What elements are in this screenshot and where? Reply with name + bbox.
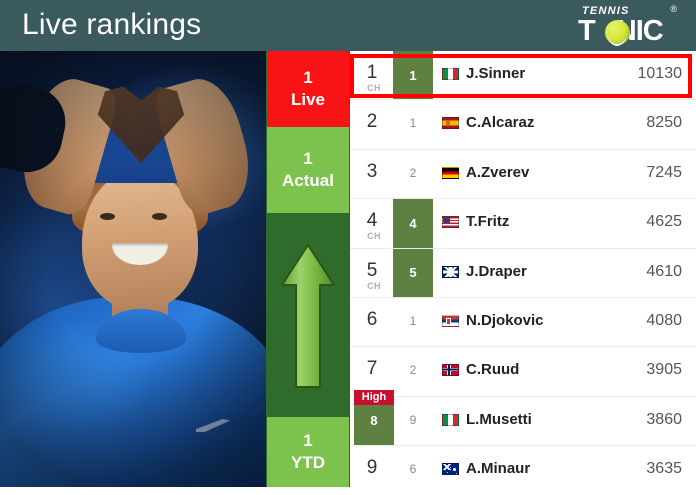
player-name: C.Alcaraz xyxy=(466,114,535,132)
table-row[interactable]: 8 High 9 L.Musetti 3860 xyxy=(350,389,696,447)
rank-box: 8 xyxy=(354,396,394,446)
table-row[interactable]: 6 1 N.Djokovic 4080 xyxy=(350,298,696,348)
player-name: N.Djokovic xyxy=(466,311,544,329)
table-row[interactable]: 7 2 C.Ruud 3905 xyxy=(350,347,696,397)
photo-eye-right xyxy=(152,213,167,220)
up-arrow-icon xyxy=(281,244,335,388)
rank-value: 9 xyxy=(366,457,378,479)
table-row[interactable]: 3 2 A.Zverev 7245 xyxy=(350,150,696,200)
change-value: 2 xyxy=(409,165,417,180)
player-points: 4080 xyxy=(646,311,682,329)
rank-value: 7 xyxy=(366,358,378,380)
trend-indicator xyxy=(266,213,350,417)
change-value: 1 xyxy=(409,116,417,131)
photo-smile xyxy=(112,243,168,265)
status-live-value: 1 xyxy=(303,68,313,88)
tennis-ball-icon xyxy=(605,20,630,46)
flag-italy-icon xyxy=(442,68,459,80)
player-points: 3635 xyxy=(646,460,682,478)
player-points: 4610 xyxy=(646,262,682,280)
rank-value: 3 xyxy=(366,160,378,182)
table-row[interactable]: 9 6 A.Minaur 3635 xyxy=(350,446,696,494)
player-points: 4625 xyxy=(646,213,682,231)
player-points: 3905 xyxy=(646,361,682,379)
player-points: 7245 xyxy=(646,163,682,181)
player-name: J.Draper xyxy=(466,262,527,280)
player-name: T.Fritz xyxy=(466,213,510,231)
flag-germany-icon xyxy=(442,166,459,179)
flag-great-britain-icon xyxy=(442,265,459,278)
page-title: Live rankings xyxy=(22,8,202,41)
page-header: Live rankings TENNIS ® TONIC xyxy=(0,0,696,51)
logo-tennis-text: TENNIS xyxy=(582,5,630,17)
career-high-label: CH xyxy=(367,280,381,291)
registered-trademark-icon: ® xyxy=(670,4,677,14)
flag-usa-icon xyxy=(442,216,459,229)
career-high-label: CH xyxy=(367,83,381,93)
change-value: 9 xyxy=(409,412,417,427)
table-row[interactable]: 2 1 C.Alcaraz 8250 xyxy=(350,100,696,150)
status-actual-label: Actual xyxy=(282,171,334,190)
status-ytd-label: YTD xyxy=(291,453,325,472)
rank-value: 6 xyxy=(366,308,378,330)
rankings-table: 1 CH 1 J.Sinner 10130 2 1 C.Alcaraz 8250 3 2 A.Zver… xyxy=(350,51,696,487)
photo-collar xyxy=(96,309,186,353)
career-high-label: CH xyxy=(367,231,381,242)
photo-face xyxy=(82,169,198,309)
table-row[interactable]: 5 CH 5 J.Draper 4610 xyxy=(350,248,696,298)
player-name: L.Musetti xyxy=(466,410,532,428)
status-actual-box[interactable]: 1 Actual xyxy=(267,127,349,213)
player-photo xyxy=(0,51,266,487)
rank-value: 4 xyxy=(366,210,378,232)
flag-australia-icon xyxy=(442,463,459,476)
table-row[interactable]: 1 CH 1 J.Sinner 10130 xyxy=(350,51,696,101)
change-box: 1 xyxy=(393,51,433,100)
status-column: 1 Live 1 Actual 1 YTD xyxy=(266,51,350,487)
player-name: C.Ruud xyxy=(466,361,520,379)
tennis-tonic-logo[interactable]: TENNIS ® TONIC xyxy=(558,4,682,48)
player-points: 3860 xyxy=(646,410,682,428)
player-points: 10130 xyxy=(637,65,683,82)
player-name: J.Sinner xyxy=(466,65,526,82)
change-value: 6 xyxy=(409,462,417,477)
flag-serbia-icon xyxy=(442,314,459,327)
status-ytd-box[interactable]: 1 YTD xyxy=(267,417,349,487)
logo-tonic-t: T xyxy=(578,15,595,47)
high-badge: High xyxy=(354,389,394,405)
change-value: 1 xyxy=(409,313,417,328)
rank-value: 2 xyxy=(366,111,378,133)
flag-spain-icon xyxy=(442,117,459,130)
change-value: 2 xyxy=(409,363,417,378)
rank-value: 5 xyxy=(366,259,378,281)
change-box: 4 xyxy=(393,199,433,248)
player-name: A.Zverev xyxy=(466,163,530,181)
change-box: 5 xyxy=(393,248,433,297)
table-row[interactable]: 4 CH 4 T.Fritz 4625 xyxy=(350,199,696,249)
status-live-label: Live xyxy=(290,90,326,109)
photo-vignette xyxy=(0,51,266,487)
status-actual-value: 1 xyxy=(303,149,313,169)
status-live-box[interactable]: 1 Live xyxy=(267,51,349,127)
photo-eye-left xyxy=(100,213,115,220)
rank-value: 1 xyxy=(366,62,378,83)
player-name: A.Minaur xyxy=(466,460,531,478)
status-ytd-value: 1 xyxy=(303,431,313,451)
flag-italy-icon xyxy=(442,413,459,426)
player-points: 8250 xyxy=(646,114,682,132)
flag-norway-icon xyxy=(442,364,459,377)
